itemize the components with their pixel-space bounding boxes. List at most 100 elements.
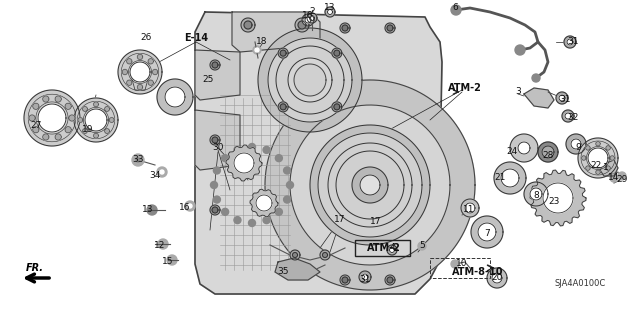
Text: 31: 31 [567, 38, 579, 47]
Polygon shape [332, 48, 342, 58]
Polygon shape [562, 110, 574, 122]
Polygon shape [148, 59, 154, 64]
Text: 7: 7 [484, 228, 490, 238]
Polygon shape [385, 23, 395, 33]
Polygon shape [232, 12, 320, 52]
Text: E-14: E-14 [184, 33, 208, 43]
Polygon shape [212, 137, 218, 143]
Polygon shape [305, 17, 311, 23]
Polygon shape [567, 39, 573, 45]
Polygon shape [492, 273, 502, 283]
Polygon shape [328, 10, 333, 14]
Text: 5: 5 [419, 241, 425, 249]
Polygon shape [387, 277, 393, 283]
Polygon shape [336, 151, 404, 219]
Circle shape [248, 219, 255, 226]
Circle shape [263, 217, 270, 224]
Polygon shape [69, 115, 75, 121]
Polygon shape [588, 148, 608, 168]
Polygon shape [596, 170, 600, 174]
Text: 10: 10 [456, 258, 468, 268]
Polygon shape [586, 146, 590, 150]
Text: 18: 18 [256, 38, 268, 47]
Bar [355, 240, 410, 256]
Polygon shape [307, 13, 317, 23]
Polygon shape [280, 50, 286, 56]
Text: ATM-2: ATM-2 [367, 243, 401, 253]
Polygon shape [606, 146, 611, 150]
Circle shape [610, 174, 618, 182]
Polygon shape [559, 95, 565, 101]
Text: 20: 20 [492, 272, 502, 281]
Text: 23: 23 [548, 197, 560, 206]
Text: 24: 24 [506, 147, 518, 157]
Polygon shape [65, 103, 71, 109]
Text: 27: 27 [30, 121, 42, 130]
Text: 26: 26 [140, 33, 152, 42]
Polygon shape [256, 195, 272, 211]
Text: 15: 15 [163, 257, 173, 266]
Text: 16: 16 [302, 11, 314, 19]
Polygon shape [244, 21, 252, 29]
Polygon shape [387, 25, 393, 31]
Circle shape [234, 217, 241, 224]
Text: 9: 9 [575, 144, 581, 152]
Polygon shape [212, 207, 218, 213]
Circle shape [221, 208, 228, 215]
Text: 35: 35 [277, 266, 289, 276]
Circle shape [213, 167, 220, 174]
Polygon shape [565, 113, 571, 119]
Text: 28: 28 [542, 151, 554, 160]
Polygon shape [78, 118, 83, 122]
Polygon shape [127, 59, 132, 64]
Circle shape [255, 48, 259, 52]
Polygon shape [93, 133, 99, 138]
Polygon shape [65, 127, 71, 133]
Polygon shape [350, 165, 390, 205]
Text: 11: 11 [463, 205, 475, 214]
Polygon shape [148, 80, 154, 85]
Polygon shape [332, 102, 342, 112]
Polygon shape [292, 253, 298, 257]
Polygon shape [320, 250, 330, 260]
Text: SJA4A0100C: SJA4A0100C [554, 279, 605, 288]
Polygon shape [118, 50, 162, 94]
Polygon shape [280, 104, 286, 110]
Text: ATM-8-10: ATM-8-10 [452, 267, 504, 277]
Circle shape [213, 196, 220, 203]
Polygon shape [461, 199, 479, 217]
Text: 8: 8 [533, 191, 539, 201]
Circle shape [211, 182, 218, 189]
Polygon shape [310, 125, 430, 245]
Circle shape [147, 205, 157, 215]
Circle shape [532, 74, 540, 82]
Polygon shape [542, 146, 554, 158]
Polygon shape [288, 58, 332, 102]
Polygon shape [165, 87, 185, 107]
Polygon shape [33, 103, 39, 109]
Circle shape [157, 167, 167, 177]
Circle shape [451, 260, 459, 268]
Polygon shape [157, 79, 193, 115]
Text: 13: 13 [324, 4, 336, 12]
Polygon shape [359, 271, 371, 283]
Polygon shape [152, 69, 157, 75]
Circle shape [263, 146, 270, 153]
Polygon shape [302, 14, 314, 26]
Circle shape [158, 239, 168, 249]
Polygon shape [105, 107, 109, 111]
Text: FR.: FR. [26, 263, 44, 273]
Polygon shape [600, 160, 618, 176]
Text: 1: 1 [603, 164, 609, 173]
Polygon shape [278, 102, 288, 112]
Text: ATM-2: ATM-2 [448, 83, 482, 93]
Polygon shape [328, 143, 412, 227]
Polygon shape [571, 139, 581, 149]
Polygon shape [298, 21, 306, 29]
Polygon shape [310, 16, 314, 20]
Circle shape [221, 155, 228, 162]
Text: 6: 6 [452, 4, 458, 12]
Circle shape [167, 255, 177, 265]
Polygon shape [105, 129, 109, 134]
Text: 21: 21 [494, 174, 506, 182]
